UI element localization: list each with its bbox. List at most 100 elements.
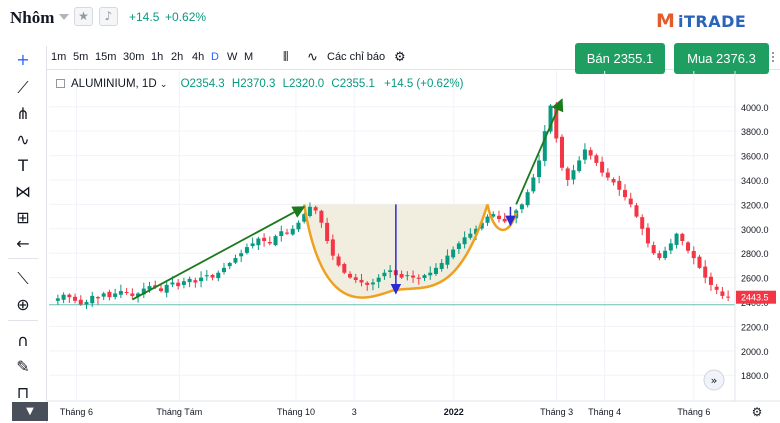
candle-body [130, 293, 135, 296]
buy-button[interactable]: Mua 2376.3 [674, 43, 769, 74]
candle-body [313, 207, 318, 211]
ohlc-legend: ALUMINIUM, 1D ⌄ O2354.3 H2370.3 L2320.0 … [56, 78, 463, 90]
pitchfork-icon[interactable]: ⋔ [16, 104, 30, 123]
candle-body [468, 233, 473, 238]
candle-body [244, 247, 249, 253]
candle-body [456, 243, 461, 249]
indicators-icon[interactable]: ∿ [307, 50, 318, 65]
candle-body [542, 131, 547, 161]
crosshair-icon[interactable]: + [16, 50, 30, 69]
candle-body [582, 149, 587, 160]
brand-mark: M [656, 10, 675, 32]
price-chart[interactable]: 1800.02000.02200.02400.02600.02800.03000… [47, 71, 780, 423]
candle-body [124, 292, 129, 294]
candle-body [359, 279, 364, 283]
candle-body [273, 236, 278, 246]
candle-body [348, 273, 353, 278]
star-icon[interactable]: ★ [74, 7, 93, 26]
candle-body [302, 214, 307, 222]
zoom-in-icon[interactable]: ⊕ [16, 295, 30, 314]
collapse-icon[interactable] [56, 79, 65, 88]
more-menu-icon[interactable] [768, 50, 778, 68]
candle-body [640, 217, 645, 229]
tf-15m[interactable]: 15m [95, 51, 117, 63]
candle-body [411, 275, 416, 278]
candle-body [187, 278, 192, 283]
candle-body [204, 275, 209, 277]
trend-line-icon[interactable]: ⟋ [17, 78, 29, 97]
candle-body [336, 256, 341, 266]
candle-body [548, 105, 553, 132]
tf-5m[interactable]: 5m [73, 51, 89, 63]
candle-body [714, 286, 719, 290]
chevron-down-icon[interactable] [59, 14, 69, 20]
candle-body [554, 106, 559, 139]
chevron-down-icon[interactable]: ▼ [12, 402, 48, 421]
candle-body [605, 172, 610, 178]
candle-body [594, 155, 599, 163]
candle-body [285, 232, 290, 234]
candle-body [519, 204, 524, 210]
tf-m[interactable]: M [244, 51, 254, 63]
pencil-lock-icon[interactable]: ✎ [16, 357, 30, 376]
x-tick-label: Tháng 3 [540, 407, 573, 417]
candle-body [674, 233, 679, 245]
candle-body [279, 231, 284, 236]
candle-body [61, 294, 66, 300]
tf-30m[interactable]: 30m [123, 51, 145, 63]
tf-1h[interactable]: 1h [151, 51, 164, 63]
lock-icon[interactable]: ⊓ [16, 383, 30, 402]
candle-body [571, 170, 576, 180]
legend-symbol: ALUMINIUM, 1D [71, 78, 157, 90]
close-label: C [331, 78, 340, 90]
candle-body [370, 282, 375, 285]
instrument-title[interactable]: Nhôm [10, 8, 55, 27]
candle-body [663, 250, 668, 259]
candle-body [382, 272, 387, 277]
measure-icon[interactable]: ⊞ [16, 208, 30, 227]
candle-body [90, 295, 95, 304]
gear-icon[interactable]: ⚙ [394, 50, 406, 65]
chevron-right-icon: » [711, 374, 718, 387]
candle-body [342, 264, 347, 273]
ruler-icon[interactable]: ⟍ [17, 269, 29, 288]
candle-body [726, 296, 731, 298]
tf-4h[interactable]: 4h [192, 51, 205, 63]
tf-d[interactable]: D [211, 51, 219, 63]
candle-body [239, 253, 244, 257]
candle-body [623, 189, 628, 198]
indicators-button[interactable]: Các chỉ báo [327, 51, 386, 63]
legend-caret-icon[interactable]: ⌄ [159, 79, 168, 89]
y-tick-label: 2200.0 [741, 322, 769, 332]
candle-body [307, 206, 312, 216]
magnet-icon[interactable]: ∩ [17, 331, 29, 350]
candle-body [136, 293, 141, 297]
candle-body [422, 275, 427, 279]
x-tick-label: 3 [352, 407, 357, 417]
x-tick-label: Tháng 6 [677, 407, 710, 417]
candle-body [634, 205, 639, 217]
candle-body [107, 291, 112, 298]
candle-body [199, 277, 204, 282]
candle-body [686, 242, 691, 251]
x-tick-label: Tháng 10 [277, 407, 315, 417]
trend-arrow-2 [515, 98, 564, 205]
candle-body [296, 222, 301, 230]
candle-body [164, 284, 169, 293]
candle-body [67, 294, 72, 298]
pattern-icon[interactable]: ⋈ [15, 182, 31, 201]
back-arrow-icon[interactable]: ← [16, 234, 30, 253]
tf-1m[interactable]: 1m [51, 51, 67, 63]
candle-body [365, 282, 370, 285]
tf-w[interactable]: W [227, 51, 238, 63]
sell-button[interactable]: Bán 2355.1 [575, 43, 665, 74]
legend-high: H2370.3 [232, 78, 276, 90]
candle-body [325, 222, 330, 241]
candle-type-icon[interactable]: ⫴ [283, 50, 289, 65]
bell-icon[interactable]: ♪ [99, 7, 118, 26]
text-icon[interactable]: T [18, 156, 28, 175]
tf-2h[interactable]: 2h [171, 51, 184, 63]
brush-icon[interactable]: ∿ [16, 130, 30, 149]
open-label: O [180, 78, 190, 90]
